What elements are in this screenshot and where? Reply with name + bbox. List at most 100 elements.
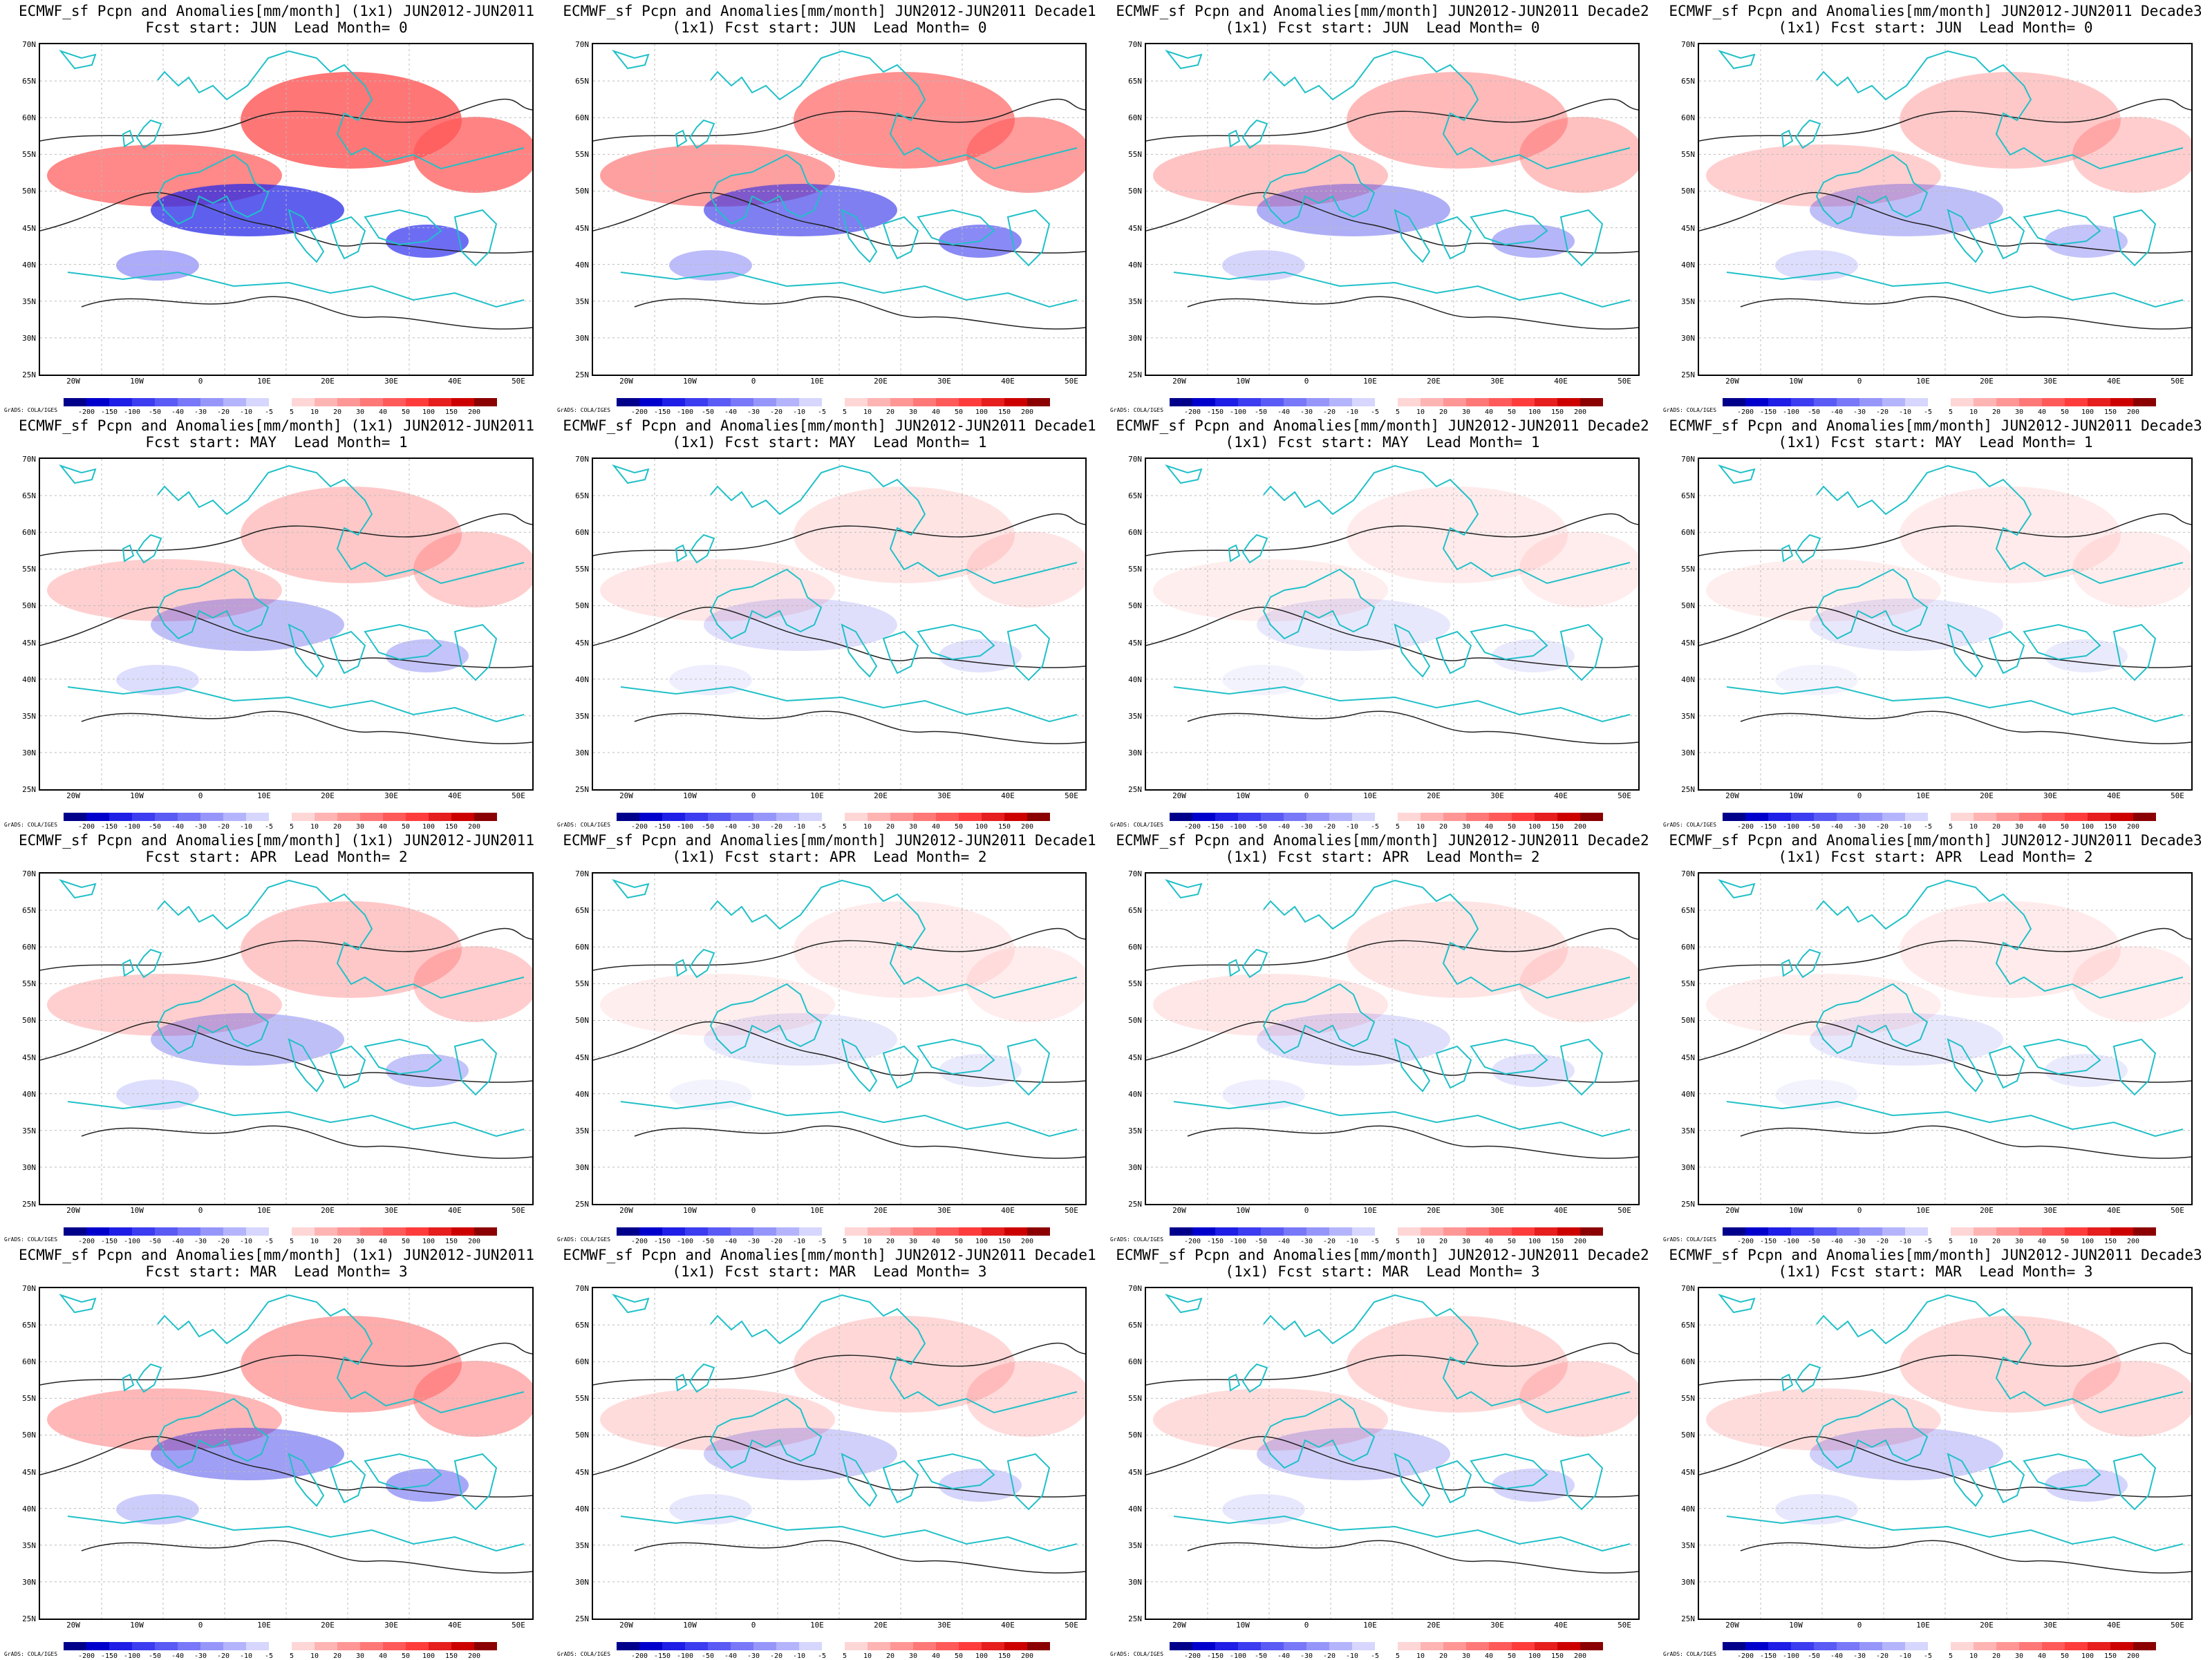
coastline <box>612 1293 1078 1552</box>
panel-title: ECMWF_sf Pcpn and Anomalies[mm/month] (1… <box>19 832 534 865</box>
colorbar-swatch <box>2019 398 2042 406</box>
colorbar-swatch <box>1512 813 1535 821</box>
lat-tick-label: 25N <box>575 1614 589 1623</box>
map-panel: ECMWF_sf Pcpn and Anomalies[mm/month] JU… <box>1106 1244 1659 1660</box>
lat-tick-label: 65N <box>22 491 36 501</box>
colorbar-swatch <box>1375 1227 1398 1236</box>
colorbar-label: 20 <box>332 823 342 831</box>
colorbar-swatch <box>1928 813 1951 821</box>
lat-tick-label: 30N <box>1681 748 1695 757</box>
lat-tick-label: 50N <box>1128 1431 1142 1440</box>
colorbar-swatch <box>1466 1642 1489 1650</box>
anomaly-shade <box>151 1428 344 1480</box>
lat-tick-label: 45N <box>1128 1053 1142 1062</box>
colorbar-label: -40 <box>1830 1238 1844 1245</box>
colorbar-swatch <box>1215 1227 1238 1236</box>
colorbar-swatch <box>1791 1642 1814 1650</box>
lat-tick-label: 45N <box>1681 223 1695 233</box>
colorbar-swatch <box>1466 398 1489 406</box>
colorbar-label: -200 <box>1183 1238 1201 1245</box>
colorbar-label: 30 <box>2014 408 2024 416</box>
colorbar-swatch <box>2110 1642 2133 1650</box>
colorbar-label: -20 <box>769 1238 783 1245</box>
anomaly-shade <box>669 665 752 695</box>
colorbar-label: -200 <box>1736 1238 1754 1245</box>
colorbar-label: 20 <box>1438 1238 1448 1245</box>
colorbar-label: 40 <box>931 1652 941 1660</box>
colorbar-swatch <box>383 1642 406 1650</box>
lat-tick-label: 50N <box>22 187 36 196</box>
anomaly-shade <box>241 72 462 169</box>
lat-tick-label: 30N <box>1128 333 1142 343</box>
lat-tick-label: 35N <box>575 1540 589 1550</box>
colorbar-swatch <box>1814 1642 1837 1650</box>
colorbar-swatch <box>1004 1227 1027 1236</box>
colorbar-label: 50 <box>954 1652 964 1660</box>
coastline <box>59 49 525 308</box>
lon-tick-label: 40E <box>1554 377 1568 386</box>
colorbar-label: 20 <box>885 1238 895 1245</box>
colorbar-swatch <box>246 1642 269 1650</box>
lon-tick-label: 20E <box>321 791 335 800</box>
colorbar-swatch <box>1421 1642 1443 1650</box>
colorbar-label: -5 <box>1923 408 1933 416</box>
colorbar-label: 30 <box>2014 823 2024 831</box>
lat-tick-label: 70N <box>575 40 589 49</box>
lat-tick-label: 55N <box>1128 1394 1142 1404</box>
panel-title: ECMWF_sf Pcpn and Anomalies[mm/month] JU… <box>1116 417 1649 451</box>
colorbar-label: -5 <box>817 408 827 416</box>
colorbar-swatch <box>109 1642 132 1650</box>
anomaly-shade <box>116 250 199 281</box>
colorbar-label: -100 <box>123 1238 141 1245</box>
colorbar-swatch <box>868 1227 890 1236</box>
colorbar-swatch <box>2019 1227 2042 1236</box>
lon-tick-label: 30E <box>384 1206 398 1215</box>
coastline <box>1718 1293 2184 1552</box>
anomaly-shade <box>2072 117 2191 193</box>
colorbar-label: -5 <box>264 1238 274 1245</box>
colorbar-label: -10 <box>792 823 806 831</box>
colorbar-label: -40 <box>724 823 738 831</box>
colorbar-label: 10 <box>1969 1652 1978 1660</box>
colorbar-swatch <box>474 398 497 406</box>
colorbar-label: -10 <box>1345 1652 1359 1660</box>
lat-tick-label: 60N <box>22 113 36 123</box>
colorbar-swatch <box>617 1227 639 1236</box>
colorbar-label: 200 <box>1573 1238 1587 1245</box>
anomaly-shade <box>241 487 462 583</box>
colorbar-label: 10 <box>1416 1652 1425 1660</box>
colorbar-label: 20 <box>1991 408 2001 416</box>
lon-tick-label: 20E <box>1427 1621 1441 1630</box>
colorbar-swatch <box>86 398 109 406</box>
colorbar-label: -20 <box>1322 823 1336 831</box>
colorbar-label: -30 <box>194 1238 207 1245</box>
colorbar-label: 10 <box>1969 823 1978 831</box>
colorbar-swatch <box>2065 813 2088 821</box>
colorbar-label: -50 <box>1254 1652 1268 1660</box>
panel-title: ECMWF_sf Pcpn and Anomalies[mm/month] JU… <box>1116 1247 1649 1280</box>
anomaly-shade <box>241 1316 462 1413</box>
colorbar-label: -20 <box>1875 1238 1889 1245</box>
colorbar-swatch <box>1329 813 1352 821</box>
colorbar-swatch <box>868 813 890 821</box>
lat-tick-label: 40N <box>1128 675 1142 684</box>
colorbar-swatch <box>155 813 178 821</box>
credit-text: GrADS: COLA/IGES <box>557 822 611 828</box>
lat-tick-label: 35N <box>1681 296 1695 306</box>
lat-tick-label: 55N <box>1681 565 1695 574</box>
colorbar-label: 20 <box>1438 823 1448 831</box>
colorbar-swatch <box>246 1227 269 1236</box>
colorbar-swatch <box>2042 1642 2065 1650</box>
colorbar-swatch <box>1882 1227 1905 1236</box>
anomaly-shade <box>151 184 344 236</box>
lat-tick-label: 45N <box>1681 1467 1695 1477</box>
coastline <box>612 464 1078 723</box>
colorbar-swatch <box>178 1227 200 1236</box>
map-frame <box>1145 43 1640 376</box>
colorbar-swatch <box>799 1227 822 1236</box>
colorbar-label: -150 <box>653 1238 671 1245</box>
lon-tick-label: 10W <box>130 791 144 800</box>
colorbar-swatch <box>1306 1227 1329 1236</box>
lat-tick-label: 40N <box>1681 1504 1695 1513</box>
colorbar <box>617 1642 1050 1650</box>
